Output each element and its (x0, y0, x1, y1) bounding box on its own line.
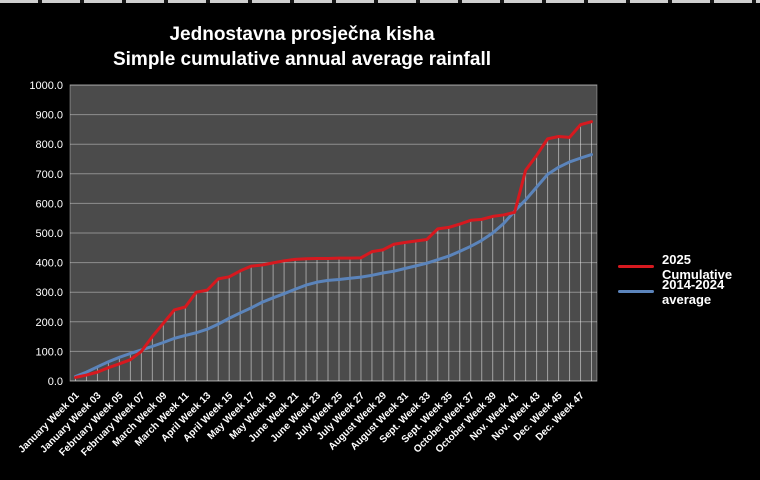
legend-line-swatch-blue (618, 290, 654, 293)
legend-line-swatch-red (618, 265, 654, 268)
y-axis-tick-label: 900.0 (35, 110, 63, 122)
legend-item-2014-2024-average: 2014-2024 average (618, 276, 760, 307)
y-axis-tick-label: 200.0 (35, 317, 63, 329)
y-axis-tick-label: 800.0 (35, 139, 63, 151)
y-axis-tick-label: 300.0 (35, 287, 63, 299)
y-axis-tick-label: 500.0 (35, 228, 63, 240)
chart-title: Jednostavna prosječna kisha Simple cumul… (28, 22, 576, 72)
chart-title-line2: Simple cumulative annual average rainfal… (112, 49, 492, 70)
y-axis-tick-label: 700.0 (35, 169, 63, 181)
legend-item-2025-cumulative: 2025 Cumulative (618, 251, 760, 282)
y-axis-tick-label: 400.0 (35, 258, 63, 270)
y-axis-tick-label: 0.0 (48, 376, 63, 388)
y-axis-tick-label: 100.0 (35, 346, 63, 358)
y-axis-tick-label: 600.0 (35, 198, 63, 210)
y-axis-tick-label: 1000.0 (29, 80, 63, 92)
chart-legend: 2025 Cumulative 2014-2024 average (618, 251, 760, 307)
series-line-2014-2024-average (73, 153, 594, 379)
legend-label-2025-cumulative: 2025 Cumulative (662, 251, 733, 282)
series-line-2025-cumulative (73, 120, 594, 379)
chart-title-line1: Jednostavna prosječna kisha (169, 24, 435, 45)
spreadsheet-top-edge (0, 0, 760, 3)
legend-label-2014-2024-average: 2014-2024 average (662, 276, 725, 307)
